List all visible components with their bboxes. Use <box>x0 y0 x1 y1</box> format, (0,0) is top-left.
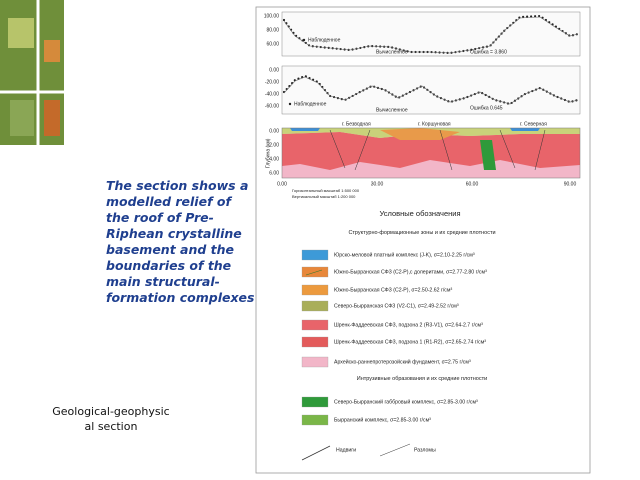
orange-layer <box>380 128 460 140</box>
figure-label: Geological-geophysical section <box>52 405 170 433</box>
faults <box>329 129 546 171</box>
legend-label: Шренк-Фаддеевская СФЗ, подзона 1 (R1-R2)… <box>334 339 486 345</box>
scale-label: Вертикальный масштаб 1:200 000 <box>292 194 356 199</box>
legend-swatch <box>301 414 329 426</box>
place-name: г. Безводная <box>342 121 371 127</box>
magnetic-panel <box>281 65 581 115</box>
y-tick-label: 0.00 <box>269 67 279 73</box>
legend-title: Условные обозначения <box>379 209 460 218</box>
observed-label: Наблюденное <box>308 37 341 43</box>
y-tick-label: -20.00 <box>265 79 279 85</box>
decor-square <box>10 100 34 136</box>
fault-symbol <box>379 443 411 457</box>
y-tick-label: 6.00 <box>269 170 279 176</box>
zone-items: Юрско-меловой платный комплекс (J-K), σ=… <box>301 249 487 368</box>
legend-swatch <box>301 300 329 312</box>
intrusion-items: Северо-Бырранский габбровый комплекс, σ=… <box>301 396 478 426</box>
thrust-symbol <box>301 445 331 461</box>
caption: The section shows a modelled relief of t… <box>106 178 255 305</box>
decor-square <box>44 100 60 136</box>
blue-layer <box>510 128 540 131</box>
legend-swatch <box>301 396 329 408</box>
legend-swatch <box>301 284 329 296</box>
decor-square <box>44 40 60 62</box>
legend-header: Структурно-формационные зоны и их средни… <box>348 230 495 236</box>
computed-label: Вычисленное <box>376 49 408 55</box>
y-tick-label: 100.00 <box>264 13 280 19</box>
gravity-panel <box>281 11 581 57</box>
y-tick-label: -60.00 <box>265 103 279 109</box>
scale-label: Горизонтальный масштаб 1:500 000 <box>292 188 360 193</box>
legend-label: Северо-Бырранская СФЗ (V2-C1), σ=2.49-2.… <box>334 303 459 309</box>
x-tick-label: 90.00 <box>564 181 577 187</box>
x-tick-label: 30.00 <box>371 181 384 187</box>
observed-label: Наблюденное <box>294 101 327 107</box>
computed-label: Вычисленное <box>376 107 408 113</box>
fault-label: Разломы <box>414 447 436 453</box>
y-tick-label: 80.00 <box>266 27 279 33</box>
y-tick-label: 0.00 <box>269 128 279 134</box>
x-tick-label: 60.00 <box>466 181 479 187</box>
x-tick-label: 0.00 <box>277 181 287 187</box>
blue-layer <box>290 128 320 131</box>
error-label: Ошибка = 3.860 <box>470 49 507 55</box>
zone-layer <box>282 132 580 170</box>
legend-label: Южно-Бырранская СФЗ (C2-P), σ=2.50-2.62 … <box>334 287 452 293</box>
error-label: Ошибка 0.645 <box>470 105 503 111</box>
computed-curve <box>283 16 579 54</box>
section-frame <box>281 127 581 179</box>
thrust-label: Надвиги <box>336 447 356 453</box>
intrusion <box>480 140 496 170</box>
legend-label: Архейско-раннепротерозойский фундамент, … <box>334 358 471 365</box>
y-tick-label: -40.00 <box>265 91 279 97</box>
y-tick-label: 2.00 <box>269 142 279 148</box>
legend-label: Шренк-Фаддеевская СФЗ, подзона 2 (R3-V1)… <box>334 322 483 328</box>
legend-swatch <box>301 319 329 331</box>
legend-swatch <box>301 249 329 261</box>
legend-label: Бырранский комплекс, σ=2.85-3.00 г/см³ <box>334 416 431 423</box>
computed-curve <box>283 76 579 105</box>
legend-header: Интрузивные образования и их средние пло… <box>357 376 487 382</box>
y-tick-label: 4.00 <box>269 156 279 162</box>
legend-swatch <box>301 356 329 368</box>
swatch-hatch <box>305 269 323 276</box>
y-tick-label: 60.00 <box>266 41 279 47</box>
legend-label: Северо-Бырранский габбровый комплекс, σ=… <box>334 398 478 405</box>
legend-label: Юрско-меловой платный комплекс (J-K), σ=… <box>334 251 475 258</box>
legend-label: Южно-Бырранская СФЗ (C2-P),с долеритами,… <box>334 269 487 275</box>
place-name: г. Северная <box>520 121 547 127</box>
depth-label: Глубина (км) <box>265 138 271 168</box>
legend-dot <box>302 38 306 42</box>
place-name: г. Коршуновая <box>418 121 451 127</box>
legend-swatch <box>301 336 329 348</box>
legend-dot <box>288 102 292 106</box>
decor-square <box>8 18 34 48</box>
